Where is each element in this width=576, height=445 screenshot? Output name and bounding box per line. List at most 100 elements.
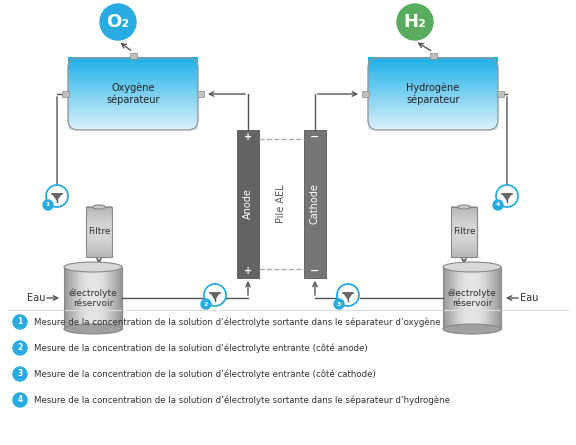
Bar	[68, 97, 198, 99]
Ellipse shape	[443, 262, 501, 272]
Bar	[68, 79, 198, 81]
Bar	[79, 267, 82, 329]
Bar	[68, 73, 198, 76]
Bar	[68, 109, 198, 112]
Bar	[64, 267, 67, 329]
Bar	[86, 246, 112, 250]
Bar	[68, 61, 198, 63]
Bar	[451, 231, 477, 235]
Bar	[491, 267, 494, 329]
Bar	[107, 267, 109, 329]
Bar	[68, 107, 198, 110]
Circle shape	[13, 315, 27, 329]
Bar	[368, 91, 498, 94]
Text: Filtre: Filtre	[88, 227, 110, 236]
Bar	[490, 267, 492, 329]
Circle shape	[337, 284, 359, 306]
Bar	[451, 226, 477, 230]
Bar	[105, 267, 108, 329]
Circle shape	[397, 4, 433, 40]
Bar	[368, 122, 498, 125]
Circle shape	[43, 200, 53, 210]
Bar	[68, 75, 198, 78]
Bar	[368, 102, 498, 105]
Bar	[445, 267, 448, 329]
Bar	[118, 267, 121, 329]
Bar	[368, 100, 498, 103]
Bar	[451, 218, 477, 222]
Bar	[130, 53, 137, 59]
Text: Cathode: Cathode	[310, 183, 320, 224]
Bar	[101, 267, 104, 329]
Bar	[451, 251, 477, 255]
Text: Filtre: Filtre	[453, 227, 475, 236]
Bar	[368, 75, 498, 78]
Bar	[368, 104, 498, 107]
Bar	[451, 216, 477, 219]
Bar	[68, 122, 198, 125]
Bar	[68, 64, 198, 67]
Bar	[68, 84, 198, 87]
Bar	[451, 248, 477, 252]
Bar	[451, 234, 477, 237]
Bar	[68, 89, 198, 92]
Bar	[443, 267, 446, 329]
Bar	[68, 66, 198, 69]
Text: 2: 2	[204, 302, 208, 307]
Text: O₂: O₂	[107, 13, 130, 31]
Circle shape	[334, 299, 344, 309]
Bar	[368, 86, 498, 89]
Bar	[451, 243, 477, 247]
Bar	[499, 267, 502, 329]
Bar	[75, 267, 78, 329]
Bar	[368, 109, 498, 112]
Bar	[368, 113, 498, 116]
Bar	[451, 267, 454, 329]
Bar	[237, 130, 259, 278]
Text: Mesure de la concentration de la solution d’électrolyte sortante dans le séparat: Mesure de la concentration de la solutio…	[34, 395, 450, 405]
Bar	[68, 113, 198, 116]
Bar	[91, 267, 94, 329]
Bar	[368, 59, 498, 61]
Text: Eau: Eau	[520, 293, 538, 303]
Bar	[68, 71, 198, 74]
Bar	[460, 267, 463, 329]
Bar	[86, 221, 112, 224]
Text: 2: 2	[17, 344, 22, 352]
Bar	[451, 207, 477, 257]
Bar	[451, 254, 477, 257]
Text: 1: 1	[17, 317, 22, 327]
Bar	[68, 68, 198, 71]
Bar	[368, 127, 498, 130]
Bar	[86, 216, 112, 219]
Bar	[68, 88, 198, 90]
Bar	[368, 82, 498, 85]
Bar	[497, 267, 500, 329]
Ellipse shape	[93, 205, 105, 209]
Bar	[68, 62, 198, 65]
Bar	[368, 66, 498, 69]
Polygon shape	[53, 194, 61, 200]
Bar	[368, 69, 498, 73]
Text: −: −	[310, 266, 320, 276]
Text: Anode: Anode	[243, 189, 253, 219]
Bar	[451, 214, 477, 217]
Bar	[368, 115, 498, 117]
Bar	[368, 105, 498, 109]
Bar	[454, 267, 457, 329]
Bar	[464, 267, 467, 329]
Bar	[68, 82, 198, 85]
Bar	[68, 81, 198, 83]
Ellipse shape	[457, 205, 471, 209]
Bar	[74, 267, 77, 329]
Bar	[99, 267, 102, 329]
Bar	[86, 209, 112, 212]
Circle shape	[46, 185, 68, 207]
Bar	[197, 91, 204, 97]
Text: Mesure de la concentration de la solution d’électrolyte entrante (côté anode): Mesure de la concentration de la solutio…	[34, 343, 367, 353]
Bar	[68, 86, 198, 89]
Bar	[368, 61, 498, 63]
Bar	[97, 267, 100, 329]
Bar	[86, 239, 112, 242]
Bar	[68, 102, 198, 105]
